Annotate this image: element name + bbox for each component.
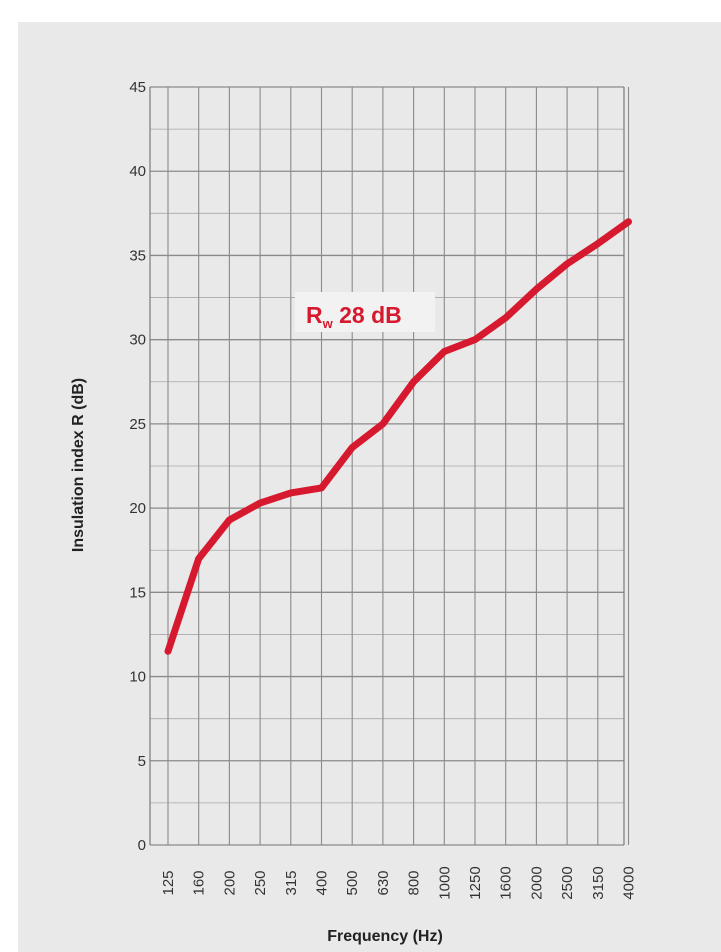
- x-axis-title: Frequency (Hz): [327, 928, 443, 945]
- y-tick-label: 20: [129, 500, 146, 517]
- chart-panel: [18, 22, 721, 952]
- x-tick-label: 4000: [621, 866, 638, 899]
- plot-frame: [149, 87, 625, 845]
- y-tick-label: 0: [138, 837, 146, 854]
- x-tick-label: 1250: [467, 866, 484, 899]
- y-tick-label: 5: [138, 753, 146, 770]
- x-tick-label: 315: [283, 870, 300, 895]
- y-tick-label: 15: [129, 584, 146, 601]
- x-tick-label: 3150: [590, 866, 607, 899]
- y-tick-label: 10: [129, 669, 146, 686]
- y-tick-label: 35: [129, 247, 146, 264]
- x-tick-label: 200: [221, 870, 238, 895]
- y-tick-label: 25: [129, 416, 146, 433]
- y-tick-labels: 0 5 10 15 20 25 30 35 40 45: [129, 79, 146, 854]
- x-tick-label: 125: [160, 870, 177, 895]
- chart-title-strip: [0, 0, 721, 20]
- annotation: Rw 28 dB: [295, 292, 435, 332]
- y-tick-label: 40: [129, 163, 146, 180]
- x-tick-label: 500: [344, 870, 361, 895]
- x-tick-label: 1600: [498, 866, 515, 899]
- x-tick-label: 2000: [528, 866, 545, 899]
- y-axis-title: Insulation index R (dB): [70, 378, 87, 552]
- x-tick-label: 250: [252, 870, 269, 895]
- series: [164, 218, 632, 655]
- y-tick-label: 30: [129, 332, 146, 349]
- x-tick-label: 400: [314, 870, 331, 895]
- x-tick-labels: 125 160 200 250 315 400 500 630 800 1000 1250 1600 2…: [160, 866, 638, 899]
- annotation-label: Rw 28 dB: [306, 302, 402, 331]
- x-tick-label: 160: [191, 870, 208, 895]
- x-tick-label: 630: [375, 870, 392, 895]
- x-tick-label: 800: [406, 870, 423, 895]
- y-tick-label: 45: [129, 79, 146, 96]
- x-tick-label: 2500: [559, 866, 576, 899]
- x-tick-label: 1000: [436, 866, 453, 899]
- grid: [150, 86, 630, 846]
- series-line: [164, 218, 632, 655]
- annotation-box: [295, 292, 435, 332]
